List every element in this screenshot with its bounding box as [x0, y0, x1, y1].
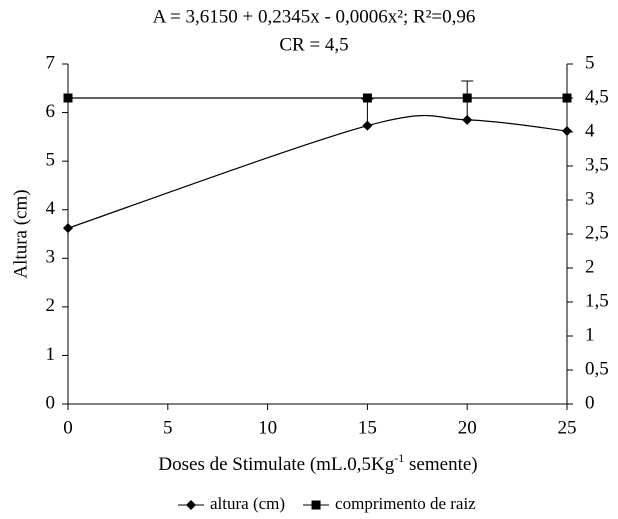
y-tick-label: 3 — [46, 247, 56, 268]
x-tick-label: 20 — [458, 417, 477, 438]
y-axis-label: Altura (cm) — [10, 189, 31, 278]
y-tick-label: 2 — [46, 295, 56, 316]
x-tick-label: 10 — [258, 417, 277, 438]
y-tick-label: 1 — [46, 344, 56, 365]
y-tick-label: 7 — [46, 52, 56, 73]
y2-tick-label: 1 — [585, 324, 595, 345]
marker — [562, 93, 572, 103]
y2-tick-label: 4 — [585, 120, 595, 141]
y-tick-label: 0 — [46, 392, 56, 413]
y2-tick-label: 2 — [585, 256, 595, 277]
y2-tick-label: 5 — [585, 52, 595, 73]
y2-tick-label: 0 — [585, 392, 595, 413]
y2-tick-label: 3,5 — [585, 154, 609, 175]
x-axis-label-part: Doses de Stimulate (mL.0,5Kg — [158, 454, 394, 475]
marker — [311, 500, 321, 510]
marker — [462, 114, 473, 125]
y-tick-label: 4 — [46, 198, 56, 219]
y2-tick-label: 2,5 — [585, 222, 609, 243]
marker — [462, 93, 472, 103]
y-tick-label: 6 — [46, 101, 56, 122]
legend-item: comprimento de raiz — [303, 494, 476, 513]
marker — [186, 500, 196, 510]
y2-tick-label: 1,5 — [585, 290, 609, 311]
x-tick-label: 5 — [163, 417, 173, 438]
marker — [63, 93, 73, 103]
y-tick-label: 5 — [46, 150, 56, 171]
chart-subtitle: CR = 4,5 — [279, 34, 348, 55]
x-tick-label: 25 — [558, 417, 577, 438]
legend-item: altura (cm) — [178, 494, 285, 513]
chart-title: A = 3,6150 + 0,2345x - 0,0006x²; R²=0,96 — [153, 6, 476, 27]
x-tick-label: 15 — [358, 417, 377, 438]
x-axis-label-part: -1 — [394, 451, 404, 465]
marker — [362, 120, 373, 131]
legend-label: altura (cm) — [210, 494, 285, 513]
y2-tick-label: 4,5 — [585, 86, 609, 107]
y2-tick-label: 3 — [585, 188, 595, 209]
x-axis-label-part: semente) — [404, 454, 477, 475]
legend-label: comprimento de raiz — [335, 494, 476, 513]
marker — [362, 93, 372, 103]
y2-tick-label: 0,5 — [585, 358, 609, 379]
x-tick-label: 0 — [63, 417, 73, 438]
marker — [63, 223, 73, 234]
marker — [562, 126, 572, 137]
x-axis-label: Doses de Stimulate (mL.0,5Kg-1 semente) — [158, 451, 477, 476]
series-line — [67, 114, 568, 229]
